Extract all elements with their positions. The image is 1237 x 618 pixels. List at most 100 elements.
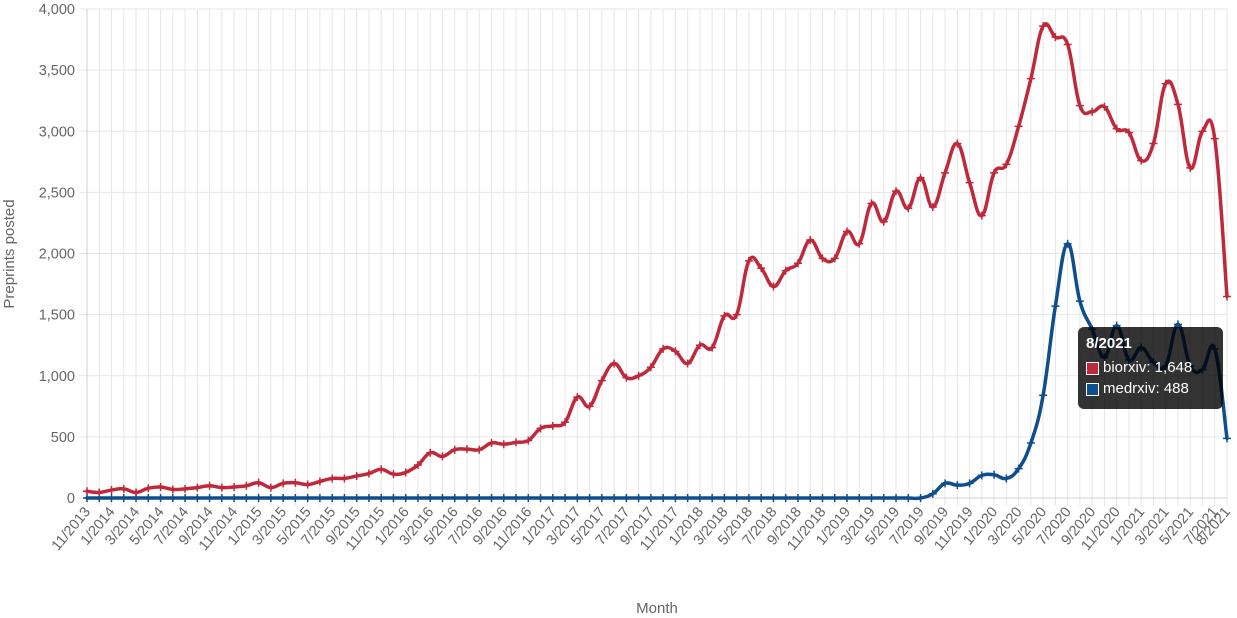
data-point-biorxiv[interactable] [1124, 128, 1133, 137]
data-point-medrxiv[interactable] [242, 494, 251, 502]
data-point-biorxiv[interactable] [426, 448, 435, 457]
data-point-medrxiv[interactable] [965, 479, 974, 488]
data-point-biorxiv[interactable] [990, 168, 999, 177]
data-point-medrxiv[interactable] [793, 494, 802, 502]
data-point-medrxiv[interactable] [769, 494, 778, 502]
data-point-biorxiv[interactable] [242, 481, 251, 490]
data-point-biorxiv[interactable] [953, 139, 962, 148]
data-point-medrxiv[interactable] [401, 494, 410, 502]
data-point-biorxiv[interactable] [1088, 107, 1097, 116]
data-point-biorxiv[interactable] [806, 236, 815, 245]
data-point-biorxiv[interactable] [156, 482, 165, 491]
data-point-medrxiv[interactable] [634, 494, 643, 502]
data-point-biorxiv[interactable] [413, 460, 422, 469]
data-point-biorxiv[interactable] [1223, 292, 1231, 301]
data-point-medrxiv[interactable] [720, 494, 729, 502]
data-point-medrxiv[interactable] [904, 494, 913, 502]
data-point-biorxiv[interactable] [475, 445, 484, 454]
data-point-medrxiv[interactable] [463, 494, 471, 502]
data-point-biorxiv[interactable] [1210, 134, 1219, 143]
data-point-medrxiv[interactable] [499, 494, 508, 502]
data-point-biorxiv[interactable] [610, 359, 619, 368]
data-point-biorxiv[interactable] [83, 487, 91, 496]
data-point-medrxiv[interactable] [352, 494, 361, 502]
data-point-medrxiv[interactable] [107, 494, 116, 502]
data-point-medrxiv[interactable] [561, 494, 570, 502]
data-point-medrxiv[interactable] [389, 494, 398, 502]
data-point-medrxiv[interactable] [119, 494, 128, 502]
data-point-medrxiv[interactable] [695, 494, 704, 502]
data-point-medrxiv[interactable] [512, 494, 521, 502]
data-point-biorxiv[interactable] [315, 477, 324, 486]
data-point-biorxiv[interactable] [389, 470, 398, 479]
data-point-biorxiv[interactable] [769, 282, 778, 291]
data-point-medrxiv[interactable] [254, 494, 263, 502]
data-point-biorxiv[interactable] [683, 359, 692, 368]
data-point-medrxiv[interactable] [953, 481, 962, 490]
data-point-biorxiv[interactable] [107, 486, 116, 495]
data-point-biorxiv[interactable] [254, 478, 263, 487]
data-point-medrxiv[interactable] [977, 471, 986, 480]
data-point-biorxiv[interactable] [904, 204, 913, 213]
data-point-medrxiv[interactable] [377, 494, 386, 502]
data-point-medrxiv[interactable] [230, 494, 239, 502]
data-point-medrxiv[interactable] [291, 494, 300, 502]
data-point-biorxiv[interactable] [193, 483, 202, 492]
data-point-biorxiv[interactable] [818, 254, 827, 263]
data-point-biorxiv[interactable] [119, 484, 128, 493]
data-point-biorxiv[interactable] [793, 259, 802, 268]
data-point-biorxiv[interactable] [401, 468, 410, 477]
data-point-medrxiv[interactable] [83, 494, 91, 502]
data-point-biorxiv[interactable] [781, 266, 790, 275]
data-point-biorxiv[interactable] [438, 452, 447, 461]
data-point-medrxiv[interactable] [744, 494, 753, 502]
data-point-medrxiv[interactable] [475, 494, 484, 502]
data-point-biorxiv[interactable] [1014, 122, 1023, 131]
data-point-medrxiv[interactable] [1002, 474, 1011, 483]
data-point-biorxiv[interactable] [597, 376, 606, 385]
data-point-medrxiv[interactable] [181, 494, 190, 502]
data-point-biorxiv[interactable] [646, 363, 655, 372]
data-point-medrxiv[interactable] [928, 489, 937, 498]
data-point-medrxiv[interactable] [1063, 239, 1072, 248]
data-point-biorxiv[interactable] [843, 227, 851, 236]
data-point-medrxiv[interactable] [217, 494, 226, 502]
data-point-biorxiv[interactable] [328, 474, 337, 483]
data-point-biorxiv[interactable] [585, 402, 594, 411]
data-point-medrxiv[interactable] [843, 494, 851, 502]
data-point-medrxiv[interactable] [879, 494, 888, 502]
data-point-medrxiv[interactable] [487, 494, 496, 502]
data-point-biorxiv[interactable] [279, 479, 288, 488]
data-point-medrxiv[interactable] [193, 494, 202, 502]
data-point-medrxiv[interactable] [683, 494, 692, 502]
data-point-biorxiv[interactable] [499, 440, 508, 449]
data-point-medrxiv[interactable] [279, 494, 288, 502]
data-point-biorxiv[interactable] [1075, 101, 1084, 110]
data-point-biorxiv[interactable] [1186, 163, 1195, 172]
data-point-medrxiv[interactable] [156, 494, 165, 502]
data-point-biorxiv[interactable] [1149, 139, 1158, 148]
data-point-medrxiv[interactable] [585, 494, 594, 502]
data-point-medrxiv[interactable] [806, 494, 815, 502]
data-point-medrxiv[interactable] [1039, 391, 1048, 400]
data-point-medrxiv[interactable] [364, 494, 373, 502]
data-point-biorxiv[interactable] [340, 474, 349, 483]
data-point-biorxiv[interactable] [512, 438, 521, 447]
data-point-biorxiv[interactable] [634, 371, 643, 380]
data-point-medrxiv[interactable] [671, 494, 680, 502]
data-point-medrxiv[interactable] [450, 494, 459, 502]
data-point-medrxiv[interactable] [328, 494, 337, 502]
data-point-biorxiv[interactable] [977, 211, 986, 220]
data-point-medrxiv[interactable] [622, 494, 631, 502]
data-point-biorxiv[interactable] [1198, 127, 1207, 136]
data-point-medrxiv[interactable] [757, 494, 766, 502]
data-point-medrxiv[interactable] [1051, 302, 1060, 311]
data-point-medrxiv[interactable] [536, 494, 545, 502]
data-point-medrxiv[interactable] [990, 470, 999, 479]
data-point-biorxiv[interactable] [536, 424, 545, 433]
data-point-biorxiv[interactable] [450, 445, 459, 454]
data-point-biorxiv[interactable] [303, 480, 312, 489]
data-point-medrxiv[interactable] [818, 494, 827, 502]
data-point-biorxiv[interactable] [1026, 74, 1035, 83]
data-point-biorxiv[interactable] [928, 203, 937, 212]
